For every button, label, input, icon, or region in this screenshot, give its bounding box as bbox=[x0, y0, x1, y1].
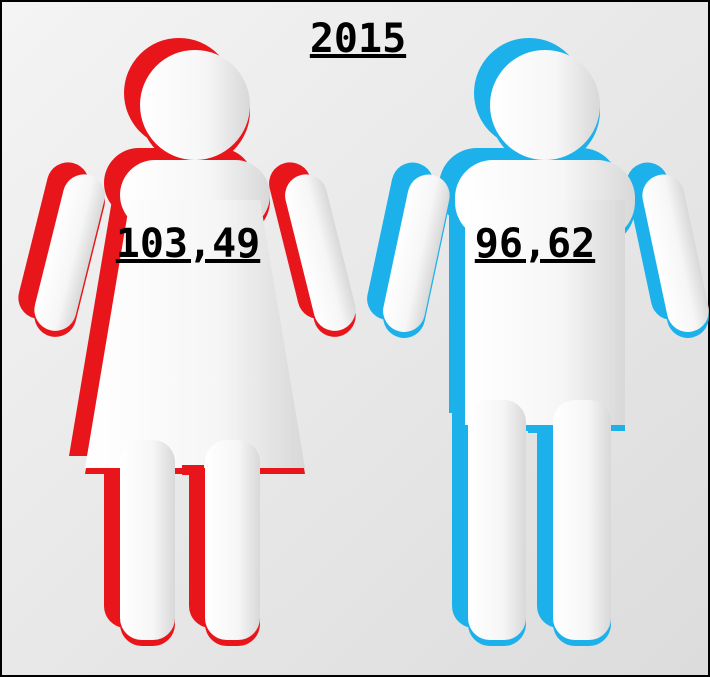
infographic: 2015 103,49 96,62 bbox=[0, 0, 710, 677]
woman-value: 103,49 bbox=[116, 221, 261, 267]
page: 2015 103,49 96,62 (() => { const data = … bbox=[0, 0, 710, 677]
man-detail bbox=[528, 425, 548, 433]
woman-detail bbox=[182, 465, 204, 475]
title: 2015 bbox=[310, 16, 406, 62]
man-value: 96,62 bbox=[475, 221, 595, 267]
